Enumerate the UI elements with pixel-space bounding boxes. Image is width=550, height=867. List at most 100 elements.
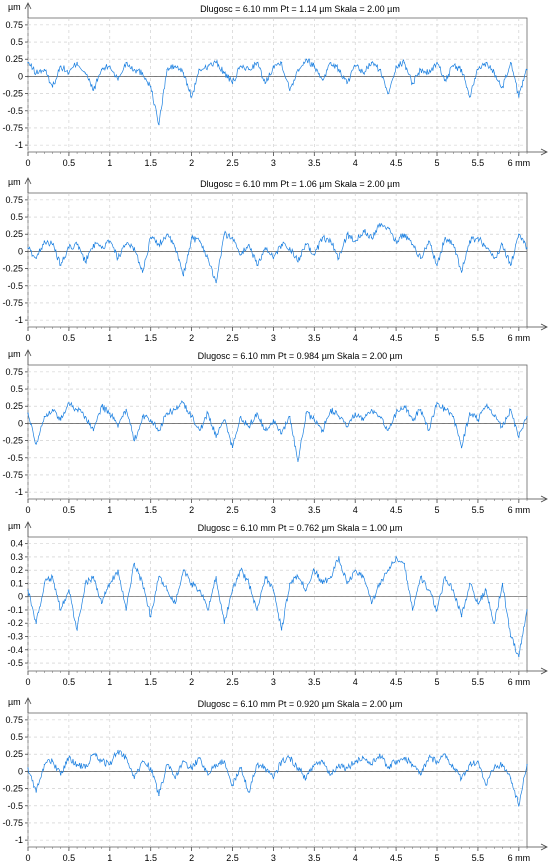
y-tick-label: 0 [18,766,23,776]
profile-chart: Dlugosc = 6.10 mm Pt = 1.14 µm Skala = 2… [0,0,550,172]
data-point [444,79,446,81]
x-tick-label: 2.5 [226,158,239,168]
data-point [469,763,471,766]
data-point [43,582,45,585]
y-tick-label: -1 [15,487,23,497]
x-axis-arrowhead [540,323,548,331]
data-point [493,622,495,624]
chart-title: Dlugosc = 6.10 mm Pt = 0.984 µm Skala = … [197,351,403,361]
data-point [182,72,185,74]
data-point [141,760,144,762]
data-point [444,237,446,239]
data-point [35,72,37,74]
plot-frame [27,712,528,848]
data-point [493,415,495,418]
data-point [76,763,78,766]
y-tick-label: -0.75 [2,123,23,133]
data-point [330,240,332,242]
data-point [313,254,315,256]
data-point [477,68,479,71]
data-point [272,419,275,421]
y-tick-label: -0.5 [7,801,23,811]
data-point [370,763,373,766]
data-point [166,589,168,591]
data-point [207,412,209,414]
data-point [518,96,520,98]
y-axis-arrowhead [24,697,32,705]
data-point [469,582,471,585]
data-point [510,409,512,411]
data-point [240,415,242,418]
data-point [501,243,504,246]
x-tick-label: 6 mm [508,158,531,168]
data-point [158,429,160,431]
data-point [289,582,291,585]
data-point [395,412,397,414]
data-point [207,609,209,611]
data-point [428,429,430,431]
data-point [51,760,54,762]
y-tick-label: -0.5 [7,658,23,668]
data-point [297,576,299,578]
x-axis-arrowhead [540,495,548,503]
x-tick-label: 5 [435,505,440,515]
y-axis-arrowhead [24,349,32,357]
data-point [27,767,29,769]
data-point [125,757,127,759]
x-tick-label: 3 [271,333,276,343]
data-point [420,257,422,259]
data-point [109,240,111,242]
data-point [362,419,364,421]
data-point [117,426,119,428]
data-point [379,415,381,418]
y-tick-label: -0.5 [7,281,23,291]
data-point [477,419,479,421]
data-point [428,589,430,591]
data-point [272,589,275,591]
data-point [84,767,86,769]
y-axis-unit-label: µm [8,521,21,531]
x-tick-label: 1.5 [144,333,157,343]
data-point [379,223,381,225]
data-point [101,602,103,604]
x-tick-label: 3 [271,677,276,687]
x-tick-label: 3.5 [308,158,321,168]
data-point [166,233,168,235]
data-point [256,609,258,611]
x-tick-label: 0.5 [63,158,76,168]
data-point [305,412,307,414]
data-point [272,777,275,779]
data-point [182,402,185,404]
data-point [109,763,111,766]
data-point [346,426,348,428]
data-point [125,609,127,611]
y-tick-label: -0.75 [2,298,23,308]
y-tick-label: -0.25 [2,436,23,446]
data-point [76,409,78,411]
data-point [444,409,446,411]
x-tick-label: 2 [189,677,194,687]
data-point [158,794,160,797]
x-tick-label: 0 [25,333,30,343]
data-point [191,96,193,98]
data-point [231,589,234,591]
data-point [125,62,127,64]
data-point [231,82,234,84]
x-axis-arrowhead [540,843,548,851]
profile-chart-svg: 0.750.50.250-0.25-0.5-0.75-10 0.5 1 1.5 2 2.5… [2,177,548,343]
y-tick-label: -1 [15,140,23,150]
data-point [174,777,176,779]
data-point [207,257,209,259]
x-tick-label: 2.5 [226,505,239,515]
y-tick-label: 0.5 [10,212,23,222]
data-point [264,247,266,249]
data-point [460,446,463,449]
data-point [141,415,144,418]
data-point [248,68,250,71]
data-point [60,774,62,776]
data-point [420,774,422,776]
x-tick-label: 2.5 [226,677,239,687]
data-point [51,243,54,246]
x-tick-label: 3 [271,158,276,168]
data-point [411,243,414,246]
